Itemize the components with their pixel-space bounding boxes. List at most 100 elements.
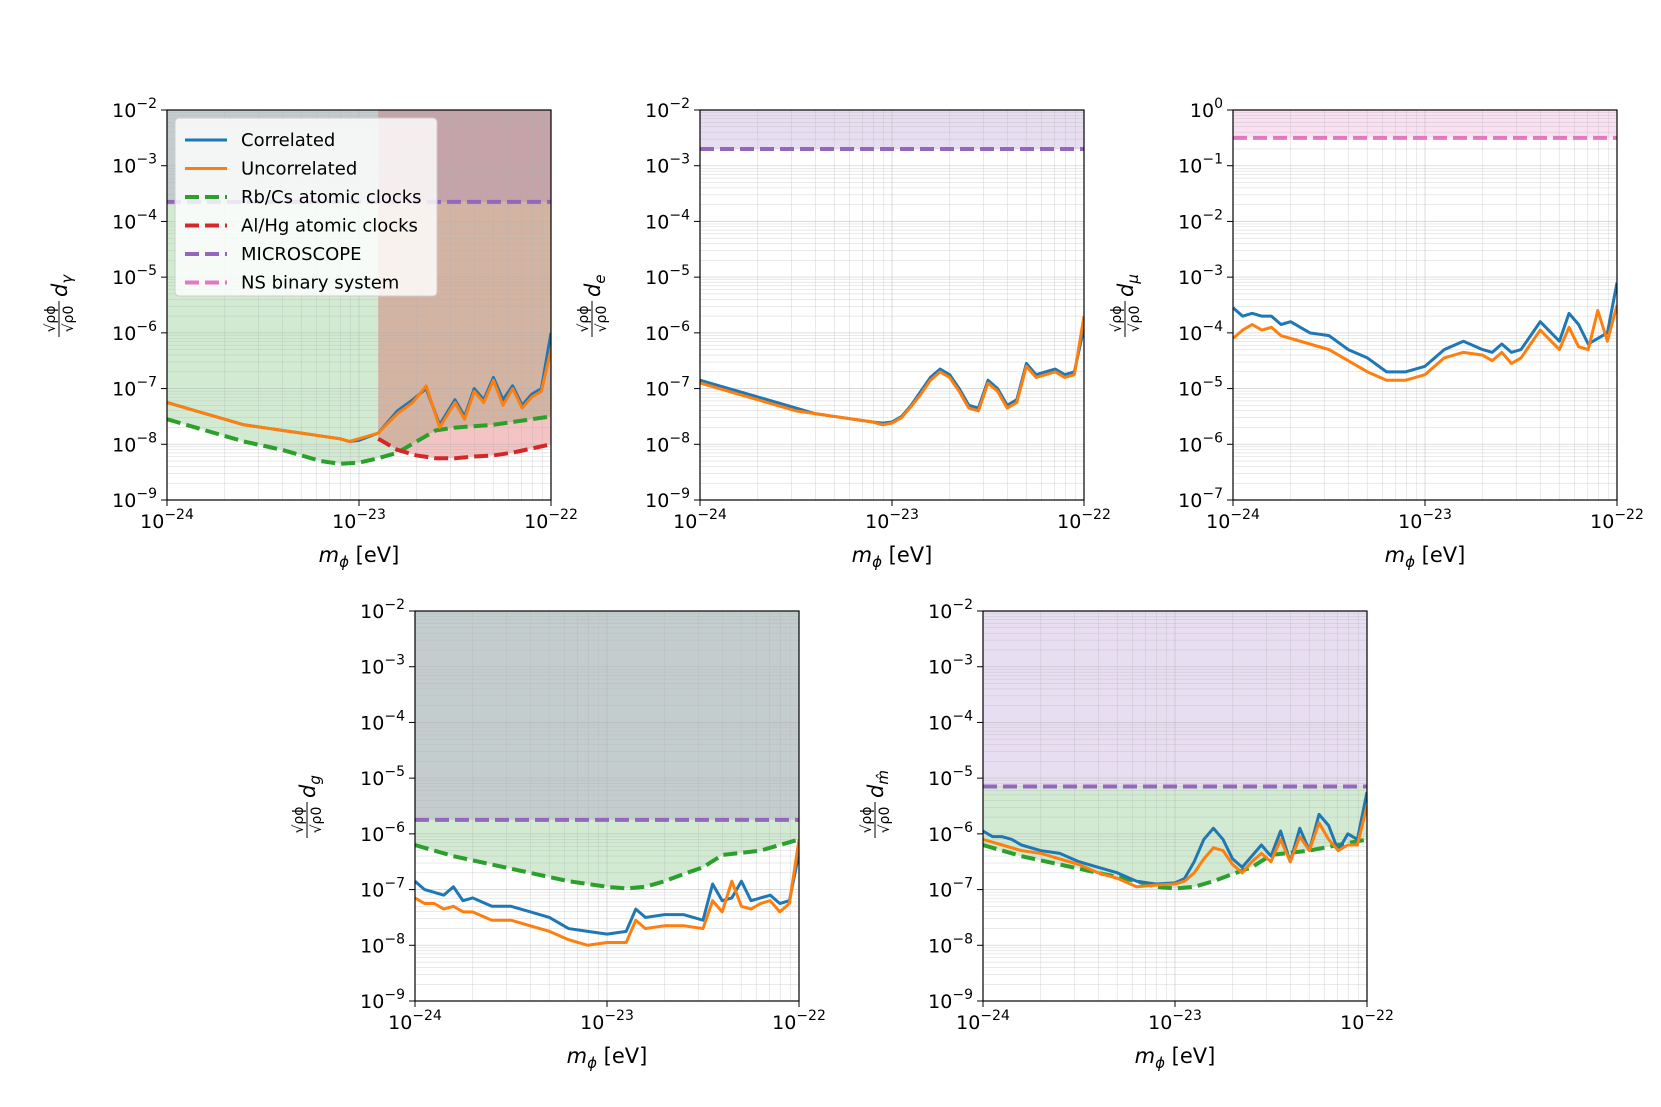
y-label-numerator: √ρϕ — [576, 305, 592, 332]
series-uncorrelated — [1233, 304, 1617, 382]
y-tick-label: 10−5 — [928, 764, 973, 790]
series-uncorrelated — [983, 805, 1367, 889]
series-uncorrelated — [700, 315, 1084, 427]
y-tick-label: 10−2 — [112, 96, 157, 122]
y-label-denominator: √ρ0 — [61, 306, 77, 333]
x-tick-label: 10−23 — [332, 507, 386, 533]
x-tick-label: 10−24 — [1206, 507, 1260, 533]
y-tick-label: 10−3 — [1178, 263, 1223, 289]
panel-d_mu: 10−24 10−23 10−22 10−7 10−6 10−5 10−4 10−3 10−2 1… — [1109, 96, 1644, 571]
x-axis-label: mϕ [eV] — [319, 543, 400, 571]
y-label-denominator: √ρ0 — [1127, 306, 1143, 333]
y-tick-label: 10−6 — [360, 820, 405, 846]
y-tick-label: 10−9 — [360, 987, 405, 1013]
y-tick-label: 10−8 — [112, 430, 157, 456]
x-tick-label: 10−24 — [388, 1008, 442, 1034]
legend-label-ns_binary: NS binary system — [241, 273, 399, 294]
grid — [1233, 110, 1617, 500]
y-tick-label: 10−4 — [1178, 319, 1223, 345]
x-tick-label: 10−23 — [1148, 1008, 1202, 1034]
y-tick-label: 10−5 — [645, 263, 690, 289]
x-tick-label: 10−24 — [140, 507, 194, 533]
series-correlated — [1233, 282, 1617, 374]
grid — [700, 110, 1084, 500]
series-uncorrelated — [415, 839, 799, 947]
series-correlated — [415, 853, 799, 936]
x-tick-label: 10−23 — [865, 507, 919, 533]
y-tick-label: 10−2 — [1178, 207, 1223, 233]
x-tick-label: 10−23 — [580, 1008, 634, 1034]
y-label-denominator: √ρ0 — [309, 807, 325, 834]
y-label-coupling: dγ — [48, 274, 76, 297]
y-tick-label: 10−7 — [360, 876, 405, 902]
y-label-numerator: √ρϕ — [1109, 305, 1125, 332]
y-tick-label: 100 — [1190, 96, 1223, 122]
series-lines — [415, 817, 799, 947]
panel-d_g: 10−24 10−23 10−22 10−9 10−8 10−7 10−6 10−5 10−4 1… — [291, 597, 826, 1072]
series-rbcs — [415, 837, 799, 891]
y-tick-label: 10−8 — [360, 931, 405, 957]
legend-label-uncorrelated: Uncorrelated — [241, 159, 357, 180]
y-tick-label: 10−1 — [1178, 152, 1223, 178]
y-tick-label: 10−6 — [112, 319, 157, 345]
y-tick-label: 10−2 — [928, 597, 973, 623]
legend-label-alhg: Al/Hg atomic clocks — [241, 216, 418, 237]
y-tick-label: 10−9 — [645, 486, 690, 512]
y-tick-label: 10−5 — [112, 263, 157, 289]
y-axis-label: √ρϕ √ρ0 dγ — [43, 274, 77, 337]
y-label-denominator: √ρ0 — [594, 306, 610, 333]
x-tick-label: 10−22 — [1340, 1008, 1394, 1034]
y-tick-label: 10−6 — [928, 820, 973, 846]
grid — [983, 611, 1367, 1001]
y-tick-label: 10−5 — [1178, 375, 1223, 401]
panel-d_gamma: 10−24 10−23 10−22 10−9 10−8 10−7 10−6 10−5 10−4 1… — [43, 96, 578, 571]
x-tick-label: 10−23 — [1398, 507, 1452, 533]
y-tick-label: 10−4 — [645, 207, 690, 233]
x-tick-label: 10−24 — [673, 507, 727, 533]
y-tick-label: 10−5 — [360, 764, 405, 790]
legend-label-microscope: MICROSCOPE — [241, 244, 361, 265]
series-alhg — [377, 436, 551, 461]
x-axis-label: mϕ [eV] — [852, 543, 933, 571]
legend-box — [174, 117, 438, 297]
y-axis-label: √ρϕ √ρ0 de — [576, 274, 610, 337]
legend-label-correlated: Correlated — [241, 130, 335, 151]
y-label-denominator: √ρ0 — [877, 807, 893, 834]
x-axis-label: mϕ [eV] — [1385, 543, 1466, 571]
y-axis-label: √ρϕ √ρ0 dm̂ — [859, 770, 893, 838]
y-tick-label: 10−9 — [112, 486, 157, 512]
y-tick-label: 10−4 — [112, 207, 157, 233]
y-axis-label: √ρϕ √ρ0 dμ — [1109, 274, 1143, 337]
series-lines — [1233, 135, 1617, 382]
series-lines — [983, 784, 1367, 891]
y-label-numerator: √ρϕ — [43, 305, 59, 332]
grid — [415, 611, 799, 1001]
y-label-coupling: dm̂ — [864, 770, 892, 798]
series-rbcs — [983, 837, 1367, 891]
series-lines — [700, 147, 1084, 427]
y-tick-label: 10−7 — [1178, 486, 1223, 512]
y-tick-label: 10−3 — [928, 653, 973, 679]
legend-label-rbcs: Rb/Cs atomic clocks — [241, 187, 422, 208]
x-tick-label: 10−22 — [772, 1008, 826, 1034]
y-tick-label: 10−7 — [645, 375, 690, 401]
y-tick-label: 10−2 — [645, 96, 690, 122]
y-tick-label: 10−7 — [928, 876, 973, 902]
panel-d_mhat: 10−24 10−23 10−22 10−9 10−8 10−7 10−6 10−5 10−4 1… — [859, 597, 1394, 1072]
x-tick-label: 10−22 — [1590, 507, 1644, 533]
y-tick-label: 10−2 — [360, 597, 405, 623]
y-tick-label: 10−8 — [928, 931, 973, 957]
panel-d_e: 10−24 10−23 10−22 10−9 10−8 10−7 10−6 10−5 10−4 1… — [576, 96, 1111, 571]
x-axis-label: mϕ [eV] — [1135, 1044, 1216, 1072]
series-rbcs — [167, 414, 551, 466]
series-correlated — [983, 791, 1367, 886]
y-tick-label: 10−4 — [360, 708, 405, 734]
series-correlated — [700, 326, 1084, 425]
y-label-coupling: dg — [296, 775, 324, 798]
y-label-coupling: de — [581, 274, 609, 297]
legend: Correlated Uncorrelated Rb/Cs atomic clock… — [174, 117, 438, 297]
series-uncorrelated — [167, 349, 551, 443]
y-tick-label: 10−8 — [645, 430, 690, 456]
y-tick-label: 10−9 — [928, 987, 973, 1013]
y-tick-label: 10−6 — [645, 319, 690, 345]
